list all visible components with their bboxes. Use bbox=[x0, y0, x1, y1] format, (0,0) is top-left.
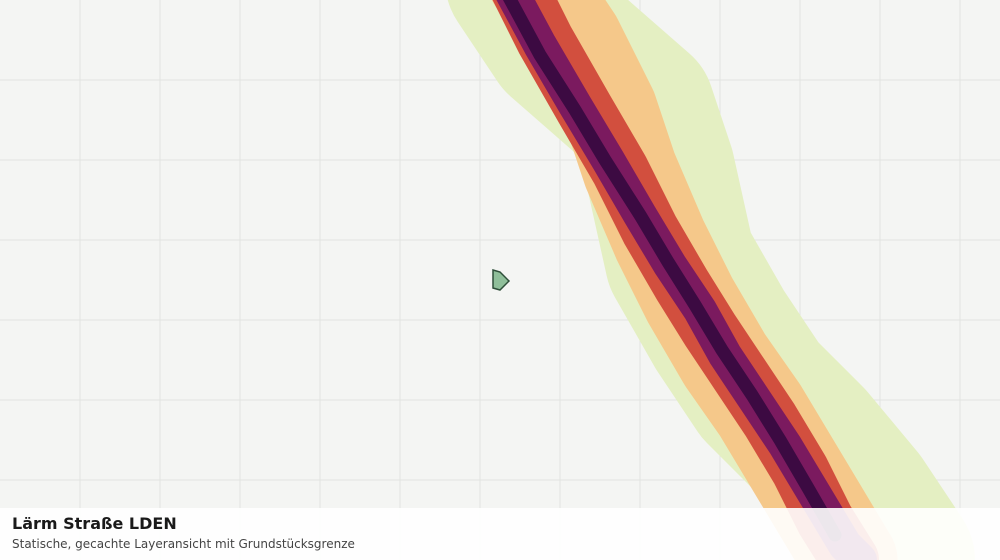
legend-panel: Lärm Straße LDEN Statische, gecachte Lay… bbox=[0, 508, 1000, 560]
parcel-boundary bbox=[492, 269, 511, 291]
noise-layer bbox=[447, 0, 975, 560]
layer-subtitle: Statische, gecachte Layeransicht mit Gru… bbox=[12, 537, 355, 551]
layer-title: Lärm Straße LDEN bbox=[12, 514, 177, 533]
